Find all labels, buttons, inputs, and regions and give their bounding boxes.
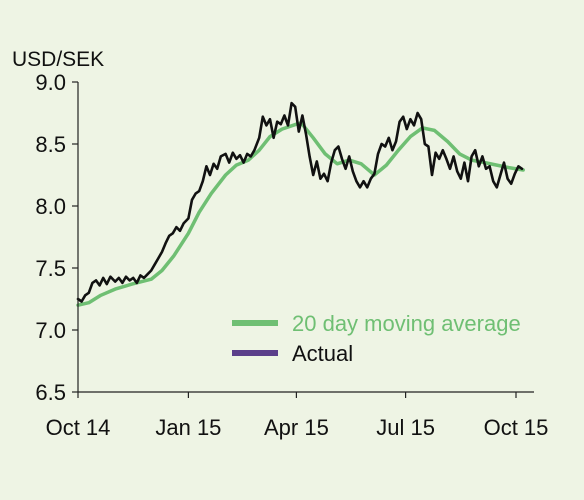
y-tick-label: 7.5 [35,256,66,281]
x-axis-ticks: Oct 14 Jan 15 Apr 15 Jul 15 Oct 15 [46,392,549,440]
y-axis-ticks: 6.5 7.0 7.5 8.0 8.5 9.0 [35,70,78,405]
x-tick-label: Jan 15 [155,415,221,440]
legend-label: Actual [292,341,353,366]
x-tick-label: Jul 15 [376,415,435,440]
y-tick-label: 8.0 [35,194,66,219]
series-line-actual [76,101,524,303]
y-tick-label: 8.5 [35,132,66,157]
legend-swatch [232,350,278,356]
x-tick-label: Oct 14 [46,415,111,440]
legend-label: 20 day moving average [292,311,521,336]
axes [77,82,534,393]
series-layer [76,101,525,307]
x-tick-label: Oct 15 [484,415,549,440]
y-tick-label: 6.5 [35,380,66,405]
legend-swatch [232,320,278,326]
y-tick-label: 7.0 [35,318,66,343]
y-axis-label: USD/SEK [12,48,104,71]
y-tick-label: 9.0 [35,70,66,95]
legend: 20 day moving average Actual [232,311,521,366]
x-tick-label: Apr 15 [264,415,329,440]
